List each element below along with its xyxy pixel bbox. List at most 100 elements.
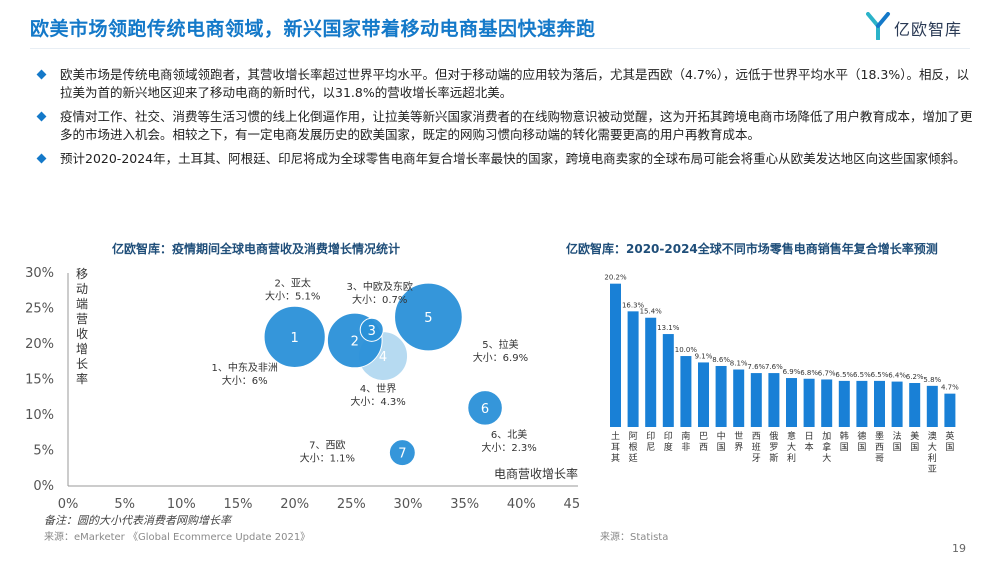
- bar-category-char: 国: [840, 442, 849, 453]
- bar-value-label: 4.7%: [941, 384, 959, 392]
- bar-category-char: 亚: [928, 464, 937, 475]
- bubble: [263, 305, 326, 369]
- y-axis-label-char: 移: [76, 267, 88, 281]
- bullet-text: 预计2020-2024年，土耳其、阿根廷、印尼将成为全球零售电商年复合增长率最快…: [60, 151, 966, 166]
- bar-category-char: 西: [875, 442, 884, 453]
- bar-category-char: 耳: [611, 442, 620, 453]
- x-tick-label: 0%: [58, 497, 79, 512]
- bar: [803, 378, 815, 427]
- bubble-number: 6: [481, 402, 489, 417]
- bubble-region-label: 6、北美: [491, 428, 527, 441]
- y-tick-label: 15%: [25, 373, 54, 388]
- y-tick-label: 25%: [25, 302, 54, 317]
- bar-category-char: 斯: [769, 452, 778, 464]
- y-axis-label-char: 增: [76, 342, 88, 356]
- bubble-chart-title: 亿欧智库：疫情期间全球电商营收及消费增长情况统计: [112, 242, 401, 256]
- bar-category-label: 韩国: [840, 430, 849, 453]
- bar-category-char: 本: [805, 441, 814, 453]
- bar-category-char: 国: [945, 442, 954, 453]
- x-tick-label: 30%: [394, 497, 423, 512]
- bar-value-label: 6.5%: [835, 371, 853, 379]
- bubble-number: 1: [291, 331, 299, 346]
- x-tick-label: 25%: [337, 497, 366, 512]
- bar-category-char: 加: [822, 431, 831, 442]
- bubble: [359, 317, 384, 342]
- bar: [874, 380, 885, 427]
- bullet-item: 疫情对工作、社交、消费等生活习惯的线上化倒逼作用，让拉美等新兴国家消费者的在线购…: [34, 108, 974, 144]
- bar-value-label: 7.6%: [747, 363, 765, 371]
- bar-category-char: 哥: [875, 453, 884, 464]
- bar: [838, 380, 850, 427]
- bullet-text: 疫情对工作、社交、消费等生活习惯的线上化倒逼作用，让拉美等新兴国家消费者的在线购…: [60, 109, 973, 142]
- diamond-bullet-icon: [36, 69, 47, 80]
- bubble-region-label: 5、拉美: [482, 338, 518, 351]
- bubble-size-label: 大小：5.1%: [265, 289, 320, 302]
- bullet-item: 预计2020-2024年，土耳其、阿根廷、印尼将成为全球零售电商年复合增长率最快…: [34, 150, 974, 168]
- bar-value-label: 6.2%: [906, 373, 924, 381]
- bar: [786, 378, 797, 427]
- page-number: 19: [952, 542, 966, 555]
- bar-category-char: 西: [699, 442, 708, 453]
- bar-category-label: 墨西哥: [875, 431, 884, 464]
- bubble-number: 7: [398, 447, 406, 462]
- bar-category-label: 英国: [945, 430, 954, 453]
- x-axis-label: 电商营收增长率: [494, 466, 578, 481]
- bar-category-char: 界: [734, 442, 743, 453]
- bubble-size-label: 大小：4.3%: [350, 395, 405, 408]
- bar-category-char: 度: [664, 441, 673, 453]
- bar-category-char: 尼: [646, 442, 655, 453]
- bar-category-label: 南非: [681, 430, 690, 453]
- y-axis-label-char: 收: [76, 327, 88, 341]
- bar-category-char: 印: [664, 430, 673, 442]
- logo-text: 亿欧智库: [894, 20, 963, 39]
- y-tick-label: 30%: [25, 266, 54, 281]
- bubble-number: 4: [379, 350, 387, 365]
- brand-logo: 亿欧智库: [866, 12, 986, 42]
- bar: [662, 334, 674, 427]
- bar-category-char: 法: [893, 430, 902, 442]
- bar: [715, 365, 727, 427]
- bar-category-char: 非: [681, 441, 690, 453]
- bar-value-label: 6.9%: [783, 368, 801, 376]
- bar-category-char: 利: [787, 452, 796, 464]
- y-tick-label: 0%: [33, 479, 54, 494]
- bar-category-char: 利: [928, 452, 937, 464]
- bubble-number: 3: [368, 324, 376, 339]
- diamond-bullet-icon: [36, 153, 47, 164]
- bubble-number: 5: [424, 311, 432, 326]
- bar-value-label: 6.5%: [871, 371, 889, 379]
- bubble-region-label: 4、世界: [360, 383, 396, 395]
- bar-category-label: 德国: [857, 430, 866, 453]
- bar-category-char: 墨: [875, 431, 884, 442]
- bar-category-char: 其: [611, 453, 620, 464]
- y-axis-label-char: 营: [76, 312, 88, 326]
- x-tick-label: 10%: [167, 497, 196, 512]
- diamond-bullet-icon: [36, 111, 47, 122]
- bubble: [388, 439, 416, 467]
- page-title: 欧美市场领跑传统电商领域，新兴国家带着移动电商基因快速奔跑: [30, 18, 596, 40]
- bar-category-char: 日: [805, 431, 814, 442]
- bullet-list: 欧美市场是传统电商领域领跑者，其营收增长率超过世界平均水平。但对于移动端的应用较…: [34, 66, 974, 174]
- bar: [645, 317, 657, 427]
- bar-value-label: 9.1%: [695, 352, 713, 360]
- bar-category-label: 法国: [893, 430, 902, 453]
- bar: [627, 311, 639, 427]
- bar-category-char: 拿: [822, 441, 831, 453]
- bar: [768, 373, 780, 427]
- y-axis-label-char: 长: [76, 357, 88, 371]
- bubble-size-label: 大小：6.9%: [473, 351, 528, 364]
- bar-category-char: 国: [857, 442, 866, 453]
- left-source: 来源：eMarketer 《Global Ecommerce Update 20…: [44, 532, 311, 543]
- bubble-size-label: 大小：6%: [222, 374, 268, 387]
- bar-value-label: 8.1%: [730, 360, 748, 368]
- bubble-size-label: 大小：0.7%: [352, 293, 407, 306]
- bar-value-label: 5.8%: [923, 376, 941, 384]
- x-tick-label: 20%: [280, 497, 309, 512]
- bar-value-label: 10.0%: [675, 346, 698, 354]
- y-tick-label: 10%: [25, 408, 54, 423]
- x-tick-label: 35%: [450, 497, 479, 512]
- bar-category-char: 中: [717, 430, 726, 442]
- bar-value-label: 7.6%: [765, 363, 783, 371]
